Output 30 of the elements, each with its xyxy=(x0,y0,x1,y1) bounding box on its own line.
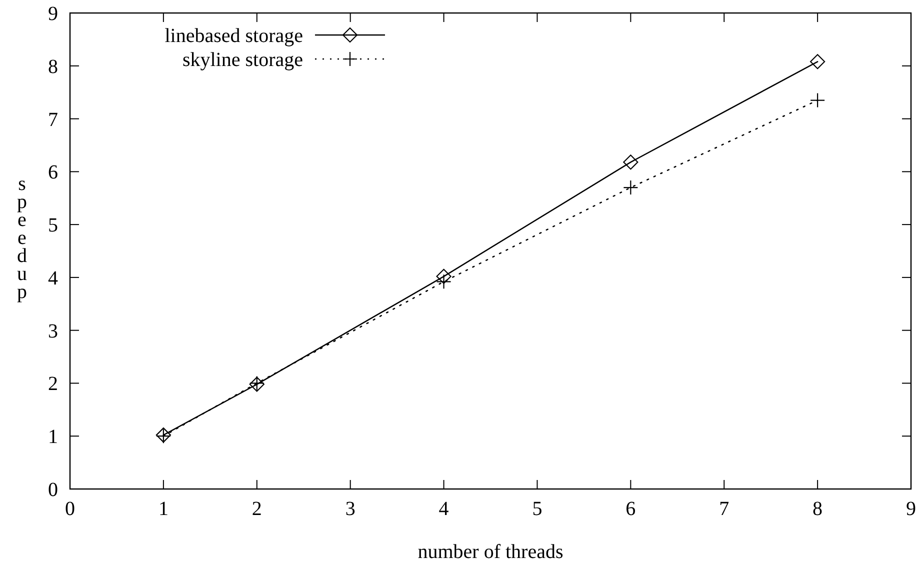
y-tick-label: 0 xyxy=(48,479,58,501)
x-tick-label: 2 xyxy=(252,498,262,520)
y-tick-label: 4 xyxy=(48,267,58,290)
y-axis-title: speedup xyxy=(17,173,27,303)
x-tick-label: 8 xyxy=(812,498,823,520)
y-tick-label: 3 xyxy=(48,320,58,342)
y-tick-label: 5 xyxy=(48,214,58,237)
y-tick-label: 9 xyxy=(48,3,58,25)
x-tick-label: 4 xyxy=(438,498,449,520)
x-tick-label: 7 xyxy=(719,498,730,520)
y-tick-label: 2 xyxy=(48,373,58,396)
point xyxy=(810,54,826,70)
x-tick-label: 3 xyxy=(345,498,356,520)
y-tick-label: 7 xyxy=(48,108,58,131)
y-tick-label: 6 xyxy=(48,162,58,184)
legend-label: linebased storage xyxy=(164,25,304,47)
point xyxy=(436,274,452,290)
point xyxy=(623,180,638,196)
point xyxy=(436,268,452,284)
y-tick-label: 1 xyxy=(48,426,58,448)
x-tick-label: 1 xyxy=(158,498,168,520)
point xyxy=(810,92,826,108)
x-axis-title: number of threads xyxy=(418,541,564,563)
x-tick-label: 0 xyxy=(65,498,75,520)
x-tick-label: 6 xyxy=(626,498,636,520)
x-tick-label: 5 xyxy=(532,498,542,520)
legend-label: skyline storage xyxy=(182,49,304,71)
point xyxy=(623,154,638,170)
y-tick-label: 8 xyxy=(48,56,58,78)
x-tick-label: 9 xyxy=(906,498,916,520)
